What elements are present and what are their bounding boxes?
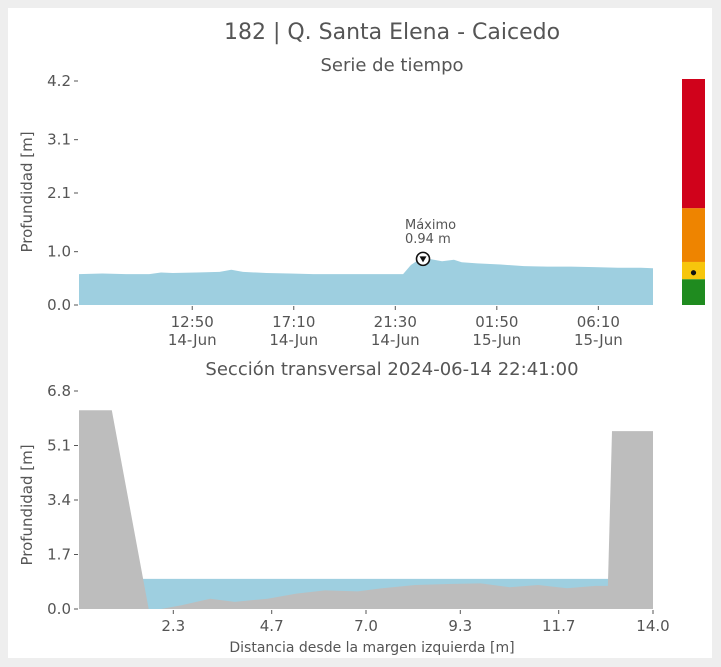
- alert-band: [682, 79, 705, 209]
- x-tick-time: 12:50: [171, 313, 214, 331]
- y-tick-label: 0.0: [47, 296, 71, 314]
- figure-title: 182 | Q. Santa Elena - Caicedo: [224, 20, 560, 45]
- cross-section-x-ticks: 2.3 4.7 7.0 9.3 11.7 14.0: [161, 610, 670, 635]
- y-tick-label: 5.1: [47, 437, 71, 455]
- figure-canvas: 182 | Q. Santa Elena - Caicedo Serie de …: [18, 20, 705, 656]
- time-series-x-ticks: 12:5014-Jun17:1014-Jun21:3014-Jun01:5015…: [168, 306, 623, 349]
- y-tick-label: 0.0: [47, 600, 71, 618]
- alert-band: [682, 208, 705, 262]
- x-tick-date: 14-Jun: [269, 331, 318, 349]
- time-series-y-ticks: 0.0 1.0 2.1 3.1 4.2: [47, 72, 78, 314]
- depth-series-area: [79, 254, 653, 305]
- y-tick-label: 1.7: [47, 546, 71, 564]
- y-tick-label: 2.1: [47, 184, 71, 202]
- x-tick-date: 14-Jun: [168, 331, 217, 349]
- x-tick-label: 4.7: [260, 617, 284, 635]
- x-tick-label: 14.0: [636, 617, 669, 635]
- time-series-y-label: Profundidad [m]: [18, 131, 36, 252]
- maximum-value: 0.94 m: [405, 232, 451, 247]
- x-tick-label: 11.7: [542, 617, 575, 635]
- x-tick-date: 15-Jun: [472, 331, 521, 349]
- x-tick-label: 2.3: [161, 617, 185, 635]
- cross-section-y-label: Profundidad [m]: [18, 444, 36, 565]
- cross-section-title: Sección transversal 2024-06-14 22:41:00: [205, 359, 578, 380]
- x-tick-time: 21:30: [374, 313, 417, 331]
- x-tick-label: 9.3: [448, 617, 472, 635]
- x-tick-time: 01:50: [475, 313, 518, 331]
- maximum-annotation: Máximo 0.94 m: [405, 218, 456, 267]
- alert-band: [682, 279, 705, 305]
- cross-section-y-ticks: 0.0 1.7 3.4 5.1 6.8: [47, 382, 78, 618]
- y-tick-label: 4.2: [47, 72, 71, 90]
- alert-level-bar: [682, 79, 705, 305]
- maximum-label: Máximo: [405, 218, 456, 233]
- x-tick-time: 06:10: [577, 313, 620, 331]
- time-series-chart: Serie de tiempo Profundidad [m] 0.0 1.0 2.…: [18, 55, 653, 349]
- terrain-profile: [79, 410, 653, 609]
- figure: 182 | Q. Santa Elena - Caicedo Serie de …: [8, 8, 712, 658]
- y-tick-label: 1.0: [47, 243, 71, 261]
- x-tick-time: 17:10: [272, 313, 315, 331]
- x-tick-date: 14-Jun: [371, 331, 420, 349]
- y-tick-label: 3.1: [47, 131, 71, 149]
- x-tick-label: 7.0: [354, 617, 378, 635]
- y-tick-label: 3.4: [47, 491, 71, 509]
- current-level-marker: [690, 270, 697, 276]
- x-tick-date: 15-Jun: [574, 331, 623, 349]
- cross-section-chart: Sección transversal 2024-06-14 22:41:00 …: [18, 359, 670, 656]
- y-tick-label: 6.8: [47, 382, 71, 400]
- time-series-title: Serie de tiempo: [320, 55, 463, 76]
- cross-section-x-label: Distancia desde la margen izquierda [m]: [229, 640, 514, 656]
- down-arrow-icon: [419, 256, 427, 263]
